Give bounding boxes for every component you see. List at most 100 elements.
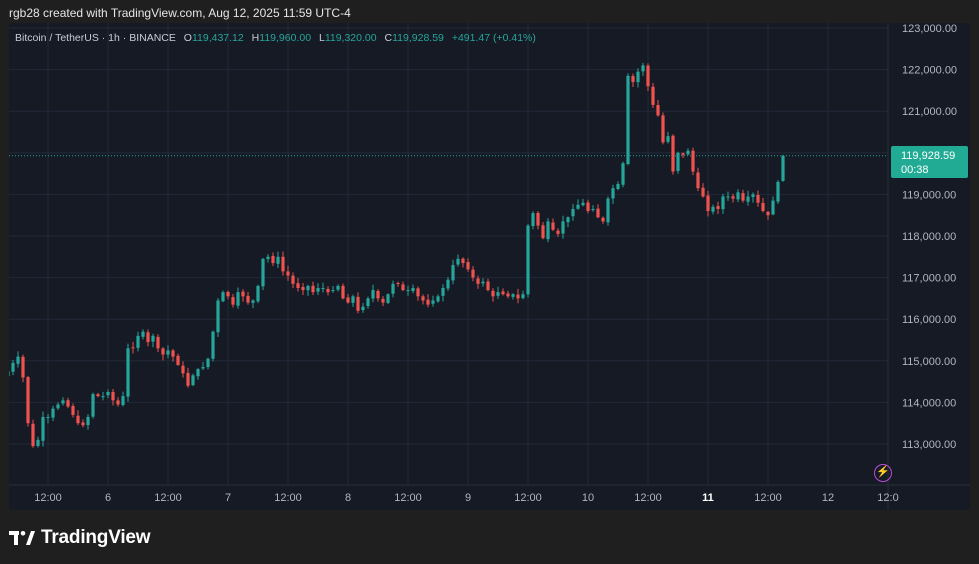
candle-body xyxy=(731,196,735,199)
candle-body xyxy=(166,350,170,355)
open-label: O xyxy=(183,32,192,44)
candle-body xyxy=(331,290,335,292)
candle-body xyxy=(271,255,275,264)
candle-body xyxy=(596,208,600,218)
candle-body xyxy=(546,221,550,240)
candle-body xyxy=(661,115,665,143)
y-tick-label: 116,000.00 xyxy=(902,314,956,326)
x-tick-label: 12:00 xyxy=(394,492,422,504)
candle-body xyxy=(111,392,115,401)
y-tick-label: 122,000.00 xyxy=(902,65,957,77)
candle-body xyxy=(286,271,290,276)
candle-body xyxy=(231,297,235,305)
candle-body xyxy=(51,408,55,418)
x-tick-label: 12:00 xyxy=(634,492,662,504)
candle-body xyxy=(686,150,690,155)
low-label: L xyxy=(318,32,325,44)
candle-body xyxy=(466,262,470,270)
candle-body xyxy=(346,297,350,303)
candle-body xyxy=(456,258,460,265)
candle-body xyxy=(276,256,280,264)
candle-body xyxy=(491,290,495,297)
candle-body xyxy=(621,163,625,185)
candle-body xyxy=(641,65,645,72)
candle-body xyxy=(291,275,295,284)
high-value: 119,960.00 xyxy=(259,32,312,44)
candle-body xyxy=(441,288,445,296)
candle-body xyxy=(581,202,585,206)
candle-body xyxy=(106,392,110,396)
candle-body xyxy=(651,86,655,105)
candle-body xyxy=(141,331,145,337)
bar-countdown: 00:38 xyxy=(901,164,929,176)
candle-body xyxy=(216,300,220,333)
candle-body xyxy=(356,296,360,311)
candle-body xyxy=(701,187,705,197)
y-tick-label: 118,000.00 xyxy=(902,231,956,243)
x-tick-label: 12:00 xyxy=(514,492,542,504)
candle-body xyxy=(711,206,715,212)
candle-body xyxy=(361,306,365,311)
candle-body xyxy=(306,285,310,291)
candle-body xyxy=(426,299,430,305)
candle-body xyxy=(126,348,130,397)
candle-body xyxy=(256,285,260,302)
candle-body xyxy=(391,283,395,294)
candle-body xyxy=(351,296,355,303)
candlestick-chart[interactable]: 113,000.00 114,000.00 115,000.00 116,000.00… xyxy=(9,23,970,510)
candle-body xyxy=(411,288,415,292)
candle-body xyxy=(526,225,530,295)
candle-body xyxy=(226,291,230,297)
candle-body xyxy=(541,225,545,239)
candle-body xyxy=(761,202,765,212)
candle-body xyxy=(606,198,610,223)
candle-body xyxy=(336,285,340,290)
candle-body xyxy=(136,335,140,348)
tradingview-logo: TradingView xyxy=(9,526,151,550)
candle-body xyxy=(736,192,740,200)
candle-body xyxy=(11,362,15,372)
lightning-icon[interactable]: ⚡ xyxy=(874,464,892,482)
candle-body xyxy=(36,439,40,446)
chart-area[interactable]: 113,000.00 114,000.00 115,000.00 116,000.00… xyxy=(9,23,970,510)
candle-body xyxy=(431,300,435,304)
candle-body xyxy=(296,283,300,288)
x-tick-label: 12:00 xyxy=(754,492,782,504)
candle-body xyxy=(746,196,750,202)
candle-body xyxy=(751,194,755,198)
candle-body xyxy=(181,365,185,374)
candle-body xyxy=(96,394,100,397)
candle-body xyxy=(471,269,475,278)
candle-body xyxy=(646,65,650,87)
candle-body xyxy=(501,291,505,295)
candle-body xyxy=(101,396,105,398)
candle-body xyxy=(326,288,330,293)
candle-body xyxy=(371,290,375,299)
candle-body xyxy=(186,372,190,386)
candle-body xyxy=(281,256,285,272)
candle-body xyxy=(521,294,525,299)
candle-body xyxy=(151,335,155,342)
candle-body xyxy=(131,347,135,349)
candle-body xyxy=(76,415,80,424)
candle-body xyxy=(676,152,680,171)
candle-body xyxy=(146,332,150,343)
candle-body xyxy=(81,422,85,426)
candle-body xyxy=(616,184,620,190)
candle-body xyxy=(706,195,710,212)
candle-body xyxy=(241,291,245,297)
candle-body xyxy=(196,369,200,377)
candle-body xyxy=(656,105,660,116)
candle-body xyxy=(781,155,785,181)
x-tick-label: 12:00 xyxy=(154,492,182,504)
candle-body xyxy=(556,230,560,234)
candle-body xyxy=(481,281,485,284)
candle-body xyxy=(366,298,370,307)
candle-body xyxy=(551,222,555,230)
candle-body xyxy=(161,348,165,355)
candle-body xyxy=(236,292,240,306)
open-value: 119,437.12 xyxy=(191,32,244,44)
candle-body xyxy=(191,375,195,386)
candles xyxy=(9,62,785,448)
candle-body xyxy=(721,196,725,210)
